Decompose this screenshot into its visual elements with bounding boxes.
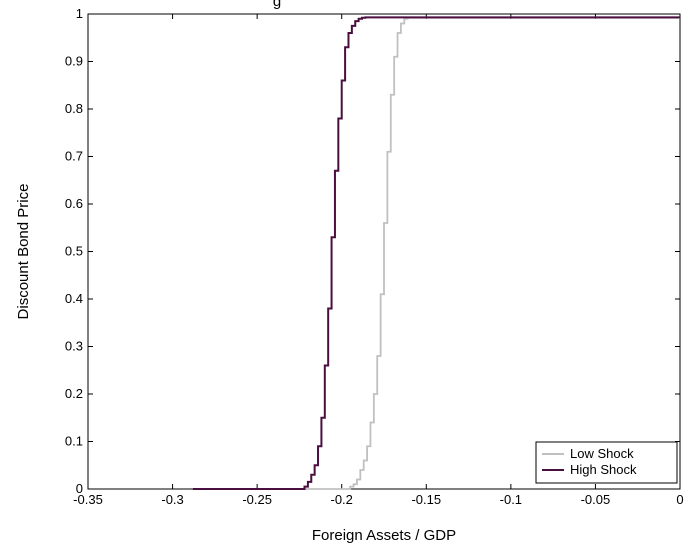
x-tick-label: -0.35 xyxy=(73,492,103,507)
y-tick-label: 0.2 xyxy=(65,386,83,401)
chart-title: g xyxy=(273,0,281,10)
x-tick-label: -0.05 xyxy=(581,492,611,507)
y-tick-label: 1 xyxy=(76,6,83,21)
y-tick-label: 0.7 xyxy=(65,149,83,164)
y-tick-label: 0.6 xyxy=(65,196,83,211)
y-tick-label: 0 xyxy=(76,481,83,496)
legend-box xyxy=(535,441,678,484)
x-axis-label: Foreign Assets / GDP xyxy=(312,527,456,544)
y-tick-label: 0.8 xyxy=(65,101,83,116)
y-tick-label: 0.4 xyxy=(65,291,83,306)
plot-area: -0.35 -0.3 -0.25 -0.2 -0.15 -0.1 -0.05 0 0 0.1 0.2… xyxy=(65,6,684,507)
x-tick-label: -0.25 xyxy=(242,492,272,507)
legend-label-low-shock: Low Shock xyxy=(570,446,634,461)
high-shock-line xyxy=(192,16,680,490)
x-tick-label: 0 xyxy=(676,492,683,507)
x-tick-label: -0.3 xyxy=(161,492,183,507)
y-tick-label: 0.5 xyxy=(65,244,83,259)
y-tick-label: 0.1 xyxy=(65,434,83,449)
x-tick-label: -0.2 xyxy=(331,492,353,507)
y-tick-label: 0.9 xyxy=(65,54,83,69)
low-shock-line xyxy=(192,16,680,490)
x-tick-label: -0.1 xyxy=(500,492,522,507)
y-tick-label: 0.3 xyxy=(65,339,83,354)
y-axis-label: Discount Bond Price xyxy=(15,184,32,320)
x-tick-label: -0.15 xyxy=(411,492,441,507)
legend-label-high-shock: High Shock xyxy=(570,462,637,477)
